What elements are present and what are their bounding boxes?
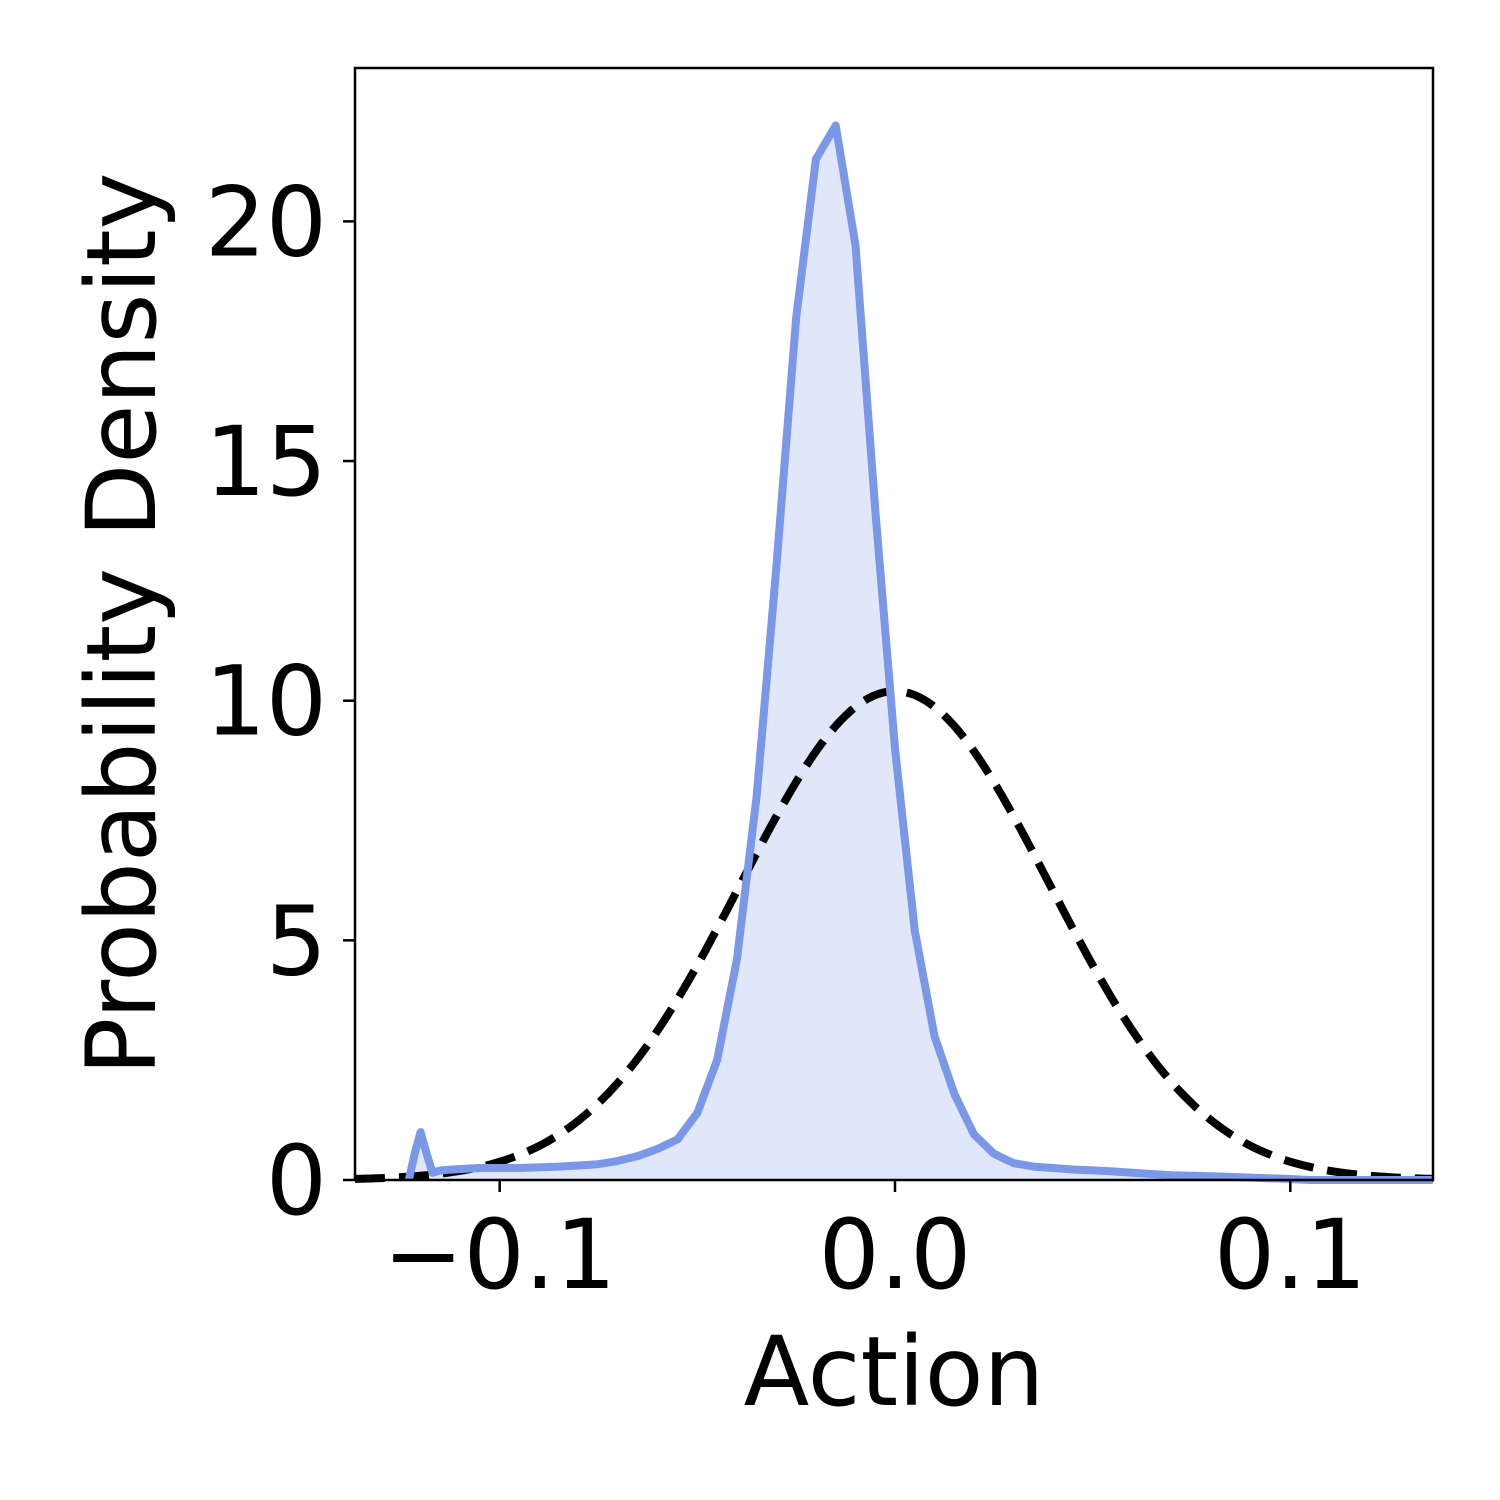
y-tick-label: 15 xyxy=(205,406,327,518)
y-tick-label: 0 xyxy=(266,1125,327,1237)
y-axis-title: Probability Density xyxy=(66,173,178,1076)
y-tick-label: 10 xyxy=(205,646,327,758)
plot-area xyxy=(354,121,1434,1184)
x-axis-title: Action xyxy=(744,1316,1045,1428)
y-tick-label: 5 xyxy=(266,885,327,997)
x-tick-label: −0.1 xyxy=(383,1199,616,1311)
y-axis: 0 5 10 15 20 xyxy=(205,166,355,1237)
kde-fill-area xyxy=(408,125,1433,1180)
x-tick-label: 0.1 xyxy=(1214,1199,1367,1311)
y-tick-label: 20 xyxy=(205,166,327,278)
x-axis: −0.1 0.0 0.1 xyxy=(383,1180,1367,1311)
normal-dashed-curve xyxy=(354,687,1434,1183)
x-tick-label: 0.0 xyxy=(819,1199,972,1311)
